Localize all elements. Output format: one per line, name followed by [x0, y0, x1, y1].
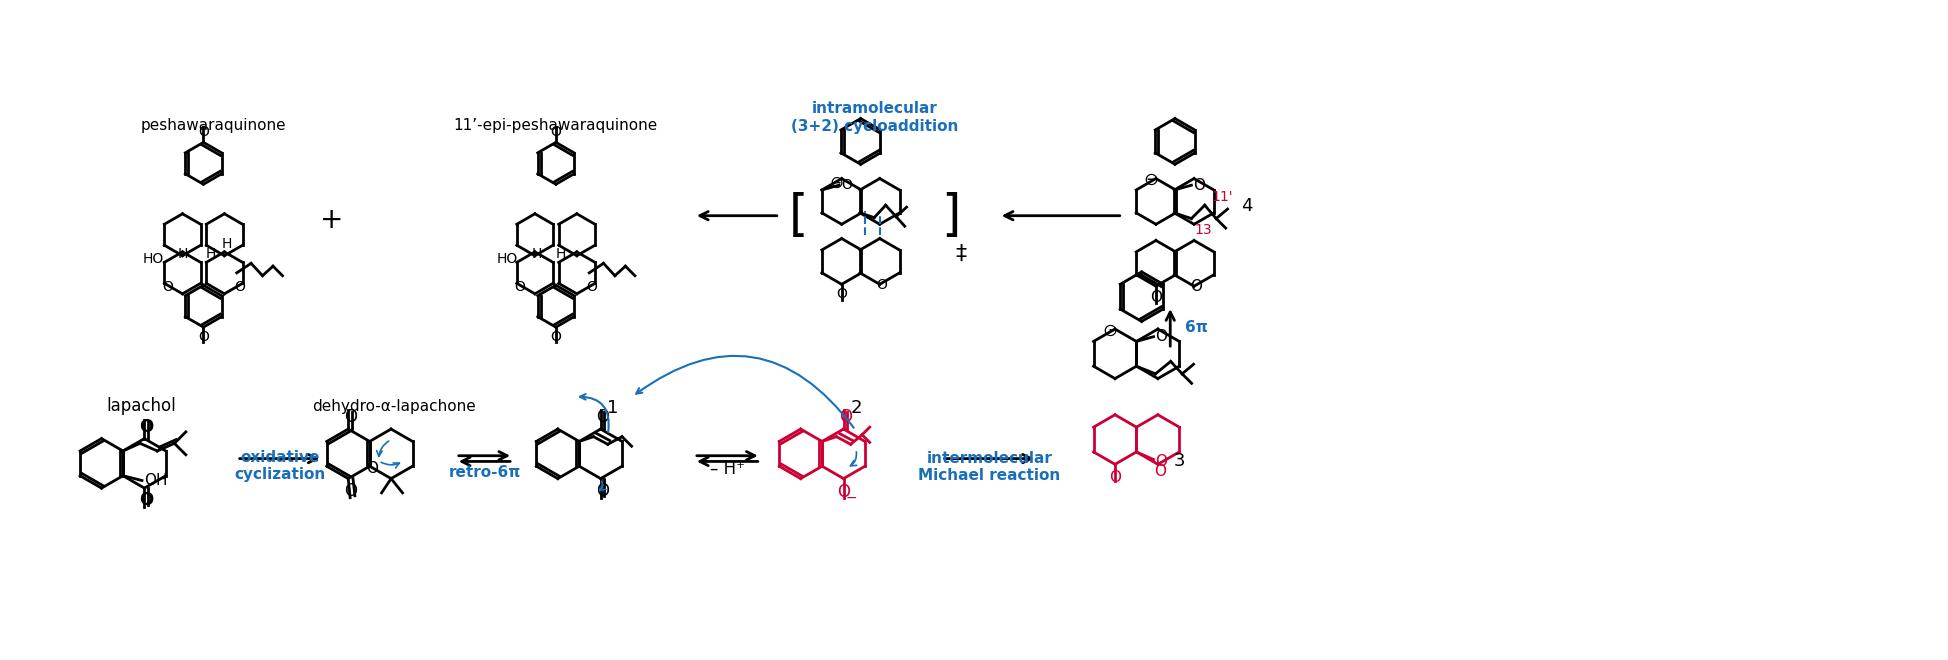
Text: O: O [877, 278, 886, 292]
Text: 3: 3 [1173, 452, 1184, 470]
Text: O: O [514, 280, 524, 294]
Text: O: O [586, 280, 598, 294]
Text: 4: 4 [1241, 197, 1251, 215]
Text: 2: 2 [849, 399, 861, 416]
Text: O: O [549, 330, 561, 345]
Text: O: O [838, 408, 851, 426]
Text: dehydro-α-lapachone: dehydro-α-lapachone [312, 399, 475, 414]
Text: O: O [1108, 471, 1120, 485]
Text: O: O [549, 125, 561, 139]
Text: H: H [206, 247, 216, 261]
Text: peshawaraquinone: peshawaraquinone [140, 117, 286, 133]
Text: ]: ] [941, 191, 960, 240]
Text: O: O [840, 178, 851, 192]
Text: O: O [162, 280, 173, 294]
Text: O: O [343, 408, 356, 426]
Text: 11': 11' [1212, 189, 1233, 204]
Text: O: O [366, 461, 378, 476]
Text: intramolecular
(3+2) cycloaddition: intramolecular (3+2) cycloaddition [791, 102, 958, 134]
Text: intermolecular
Michael reaction: intermolecular Michael reaction [918, 451, 1060, 483]
Text: O: O [1155, 454, 1167, 469]
Text: H: H [532, 247, 542, 261]
Text: oxidative
cyclization: oxidative cyclization [234, 450, 325, 482]
Text: H: H [555, 247, 565, 261]
Text: retro-6π: retro-6π [448, 465, 520, 480]
Text: O: O [138, 418, 154, 436]
Text: −: − [845, 491, 857, 506]
Text: OH: OH [144, 473, 168, 488]
Text: 6π: 6π [1184, 319, 1206, 335]
Text: O: O [1190, 279, 1202, 294]
Text: O: O [345, 482, 356, 500]
Text: 1: 1 [608, 399, 618, 416]
Text: O: O [1192, 178, 1204, 193]
Text: O: O [596, 482, 608, 500]
Text: HO: HO [142, 251, 164, 265]
Text: H: H [177, 247, 187, 261]
Text: ⊙: ⊙ [1103, 321, 1118, 339]
Text: ⊖: ⊖ [830, 174, 843, 192]
Text: O: O [1155, 329, 1167, 344]
Text: – H⁺: – H⁺ [709, 459, 744, 478]
Text: O: O [234, 280, 245, 294]
Text: 11’-epi-peshawaraquinone: 11’-epi-peshawaraquinone [454, 117, 658, 133]
Text: ‡: ‡ [955, 244, 966, 264]
Text: H: H [222, 238, 232, 251]
Text: O: O [199, 125, 208, 139]
Text: lapachol: lapachol [107, 397, 177, 414]
Text: O: O [1149, 290, 1161, 305]
Text: +: + [319, 207, 343, 234]
Text: [: [ [789, 191, 808, 240]
Text: O: O [596, 408, 608, 426]
Text: O: O [836, 287, 847, 302]
Text: ⊖: ⊖ [1143, 171, 1159, 189]
Text: O: O [836, 483, 849, 502]
Text: O: O [199, 330, 208, 345]
Text: O: O [1153, 465, 1165, 479]
Text: HO: HO [497, 251, 518, 265]
Text: 13: 13 [1194, 223, 1212, 237]
Text: O: O [138, 491, 154, 509]
